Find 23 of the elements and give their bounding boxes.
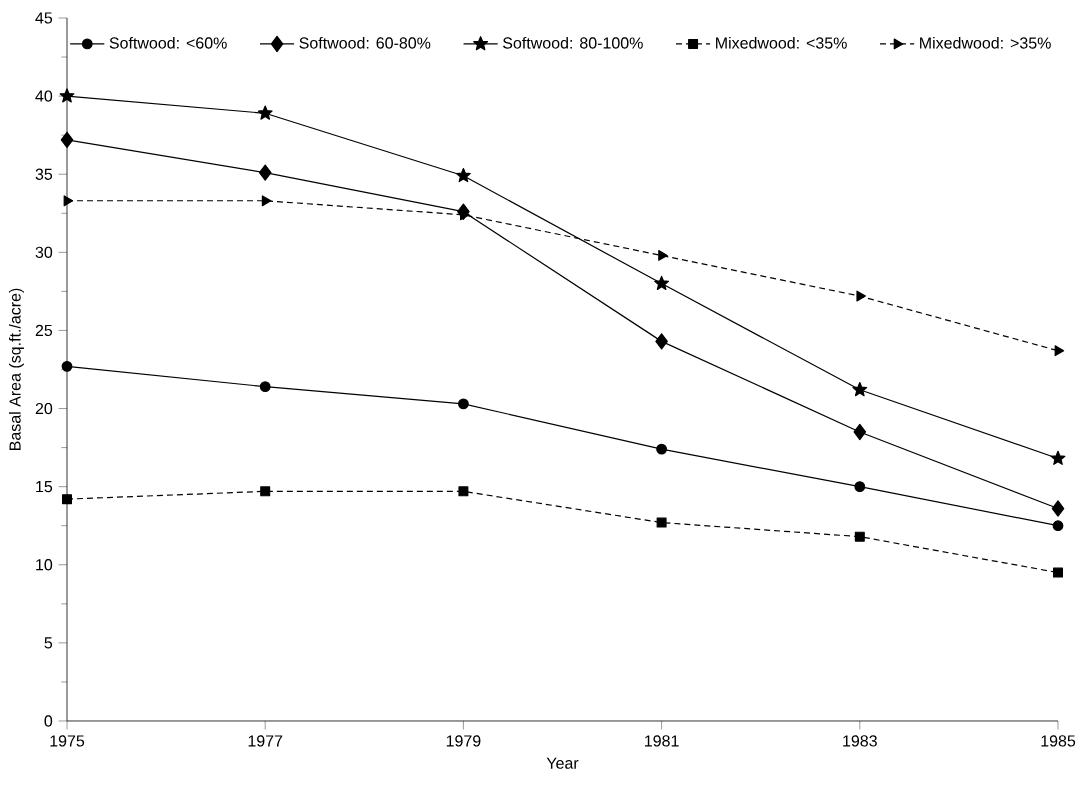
legend-label: Mixedwood: <35% <box>716 36 847 49</box>
y-tick-label: 10 <box>36 559 53 571</box>
x-tick-label: 1979 <box>446 735 481 747</box>
x-tick-label: 1985 <box>1041 735 1076 747</box>
x-tick-label: 1975 <box>50 735 85 747</box>
y-tick-label: 40 <box>35 90 53 102</box>
x-tick-label: 1983 <box>843 735 877 747</box>
y-tick-label: 25 <box>35 324 53 337</box>
x-tick-label: 1977 <box>248 735 283 747</box>
x-axis-title: Year <box>546 757 579 769</box>
y-tick-label: 45 <box>35 12 53 24</box>
legend-label: Softwood: 80-100% <box>503 36 643 49</box>
y-tick-label: 20 <box>35 402 53 415</box>
y-tick-label: 30 <box>35 246 53 258</box>
y-tick-label: 15 <box>36 481 53 493</box>
y-tick-label: 0 <box>44 715 53 727</box>
y-axis-title: Basal Area (sq.ft./acre) <box>8 288 24 450</box>
x-tick-label: 1981 <box>645 735 679 747</box>
y-tick-label: 5 <box>44 637 53 649</box>
y-tick-label: 35 <box>35 168 53 180</box>
legend-label: Softwood: <60% <box>109 36 227 49</box>
legend-label: Softwood: 60-80% <box>299 36 431 49</box>
legend-label: Mixedwood: >35% <box>920 36 1051 49</box>
